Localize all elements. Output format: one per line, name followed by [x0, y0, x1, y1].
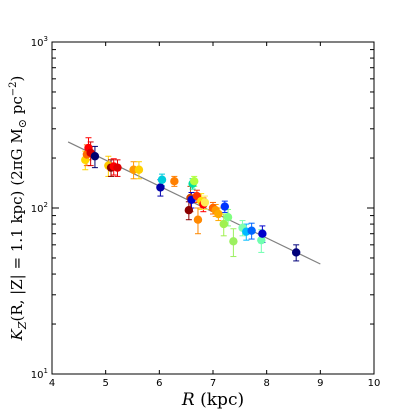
axis-ticks: 4 5 6 7 8 9 10 101 102 103 [31, 35, 381, 389]
data-point [229, 237, 238, 246]
x-tick-label: 8 [263, 378, 269, 389]
data-point [156, 183, 165, 192]
data-point [219, 219, 228, 229]
data-point [184, 205, 194, 215]
x-axis-label: R (kpc) [181, 390, 244, 410]
x-tick-label: 7 [210, 378, 216, 389]
data-point [220, 202, 230, 211]
y-tick-label: 102 [31, 201, 48, 215]
x-tick-label: 10 [368, 378, 381, 389]
data-point [90, 152, 100, 161]
y-tick-label: 101 [31, 367, 48, 381]
data-point [214, 209, 223, 219]
data-point [247, 226, 256, 235]
data-point [193, 215, 203, 224]
data-points-layer [81, 143, 301, 257]
data-point [257, 235, 266, 245]
x-tick-label: 9 [317, 378, 323, 389]
data-point [134, 165, 144, 174]
y-axis-label: KZ(R, |Z| = 1.1 kpc)(2πG M⊙ pc−2) [8, 76, 29, 342]
data-point [291, 248, 301, 257]
x-tick-label: 4 [49, 378, 55, 389]
x-tick-label: 6 [156, 378, 162, 389]
data-point [170, 177, 179, 186]
data-point [157, 175, 167, 184]
y-tick-label: 103 [31, 35, 48, 49]
data-point [258, 229, 267, 238]
x-tick-label: 5 [102, 378, 108, 389]
data-point [190, 177, 199, 186]
data-point [113, 163, 122, 172]
data-point [223, 213, 233, 222]
data-point [200, 198, 210, 207]
